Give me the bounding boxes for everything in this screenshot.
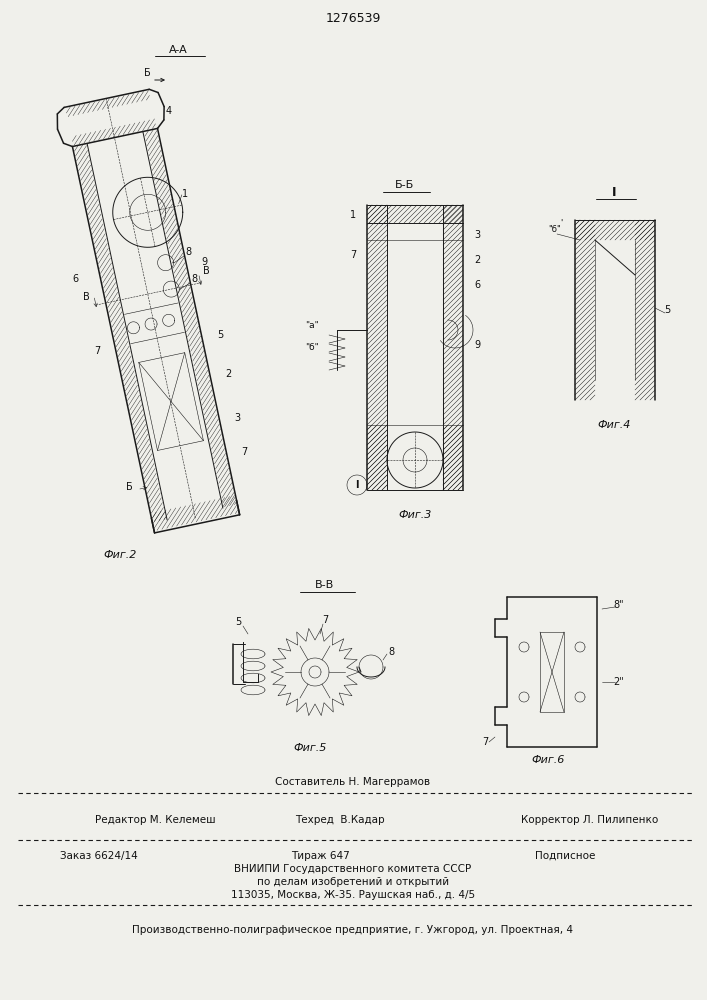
Text: Фиг.4: Фиг.4 [597,420,631,430]
Text: 9: 9 [201,257,207,267]
Text: Тираж 647: Тираж 647 [291,851,349,861]
Text: Фиг.3: Фиг.3 [398,510,432,520]
Text: 6: 6 [474,280,480,290]
Text: В: В [83,292,89,302]
Text: 7: 7 [242,447,248,457]
Text: 3: 3 [474,230,480,240]
Text: "б": "б" [549,226,561,234]
Text: Б-Б: Б-Б [395,180,414,190]
Text: 2: 2 [225,369,231,379]
Text: Фиг.5: Фиг.5 [293,743,327,753]
Text: Составитель Н. Магеррамов: Составитель Н. Магеррамов [276,777,431,787]
Text: Корректор Л. Пилипенко: Корректор Л. Пилипенко [521,815,659,825]
Text: Заказ 6624/14: Заказ 6624/14 [60,851,138,861]
Text: 4: 4 [166,106,172,116]
Text: 113035, Москва, Ж-35. Раушская наб., д. 4/5: 113035, Москва, Ж-35. Раушская наб., д. … [231,890,475,900]
Text: Подписное: Подписное [534,851,595,861]
Text: 2: 2 [474,255,480,265]
Text: A-A: A-A [169,45,187,55]
Text: 1: 1 [182,189,188,199]
Text: "a": "a" [305,320,319,330]
Text: 1: 1 [350,210,356,220]
Text: 7: 7 [482,737,488,747]
Text: Производственно-полиграфическое предприятие, г. Ужгород, ул. Проектная, 4: Производственно-полиграфическое предприя… [132,925,573,935]
Text: 5: 5 [217,330,223,340]
Text: Техред  В.Кадар: Техред В.Кадар [296,815,385,825]
Text: Редактор М. Келемеш: Редактор М. Келемеш [95,815,216,825]
Text: I: I [612,186,617,198]
Text: 8": 8" [614,600,624,610]
Text: "б": "б" [305,344,319,353]
Text: 6: 6 [72,274,78,284]
Text: 5: 5 [235,617,241,627]
Text: 7: 7 [350,250,356,260]
Text: 7: 7 [94,346,100,356]
Text: 5: 5 [664,305,670,315]
Text: 9: 9 [474,340,480,350]
Text: 7: 7 [322,615,328,625]
Text: Фиг.6: Фиг.6 [532,755,565,765]
Text: 8: 8 [192,274,198,284]
Text: 1276539: 1276539 [325,11,380,24]
Text: I: I [355,480,358,490]
Text: по делам изобретений и открытий: по делам изобретений и открытий [257,877,449,887]
Text: Б: Б [144,68,151,78]
Text: В-В: В-В [315,580,334,590]
Text: 8: 8 [388,647,394,657]
Text: ': ' [560,219,562,228]
Text: 8: 8 [186,247,192,257]
Text: В: В [203,266,210,276]
Text: 3: 3 [235,413,240,423]
Text: ВНИИПИ Государственного комитета СССР: ВНИИПИ Государственного комитета СССР [235,864,472,874]
Text: Фиг.2: Фиг.2 [103,550,136,560]
Text: 2": 2" [614,677,624,687]
Text: Б: Б [126,482,133,492]
